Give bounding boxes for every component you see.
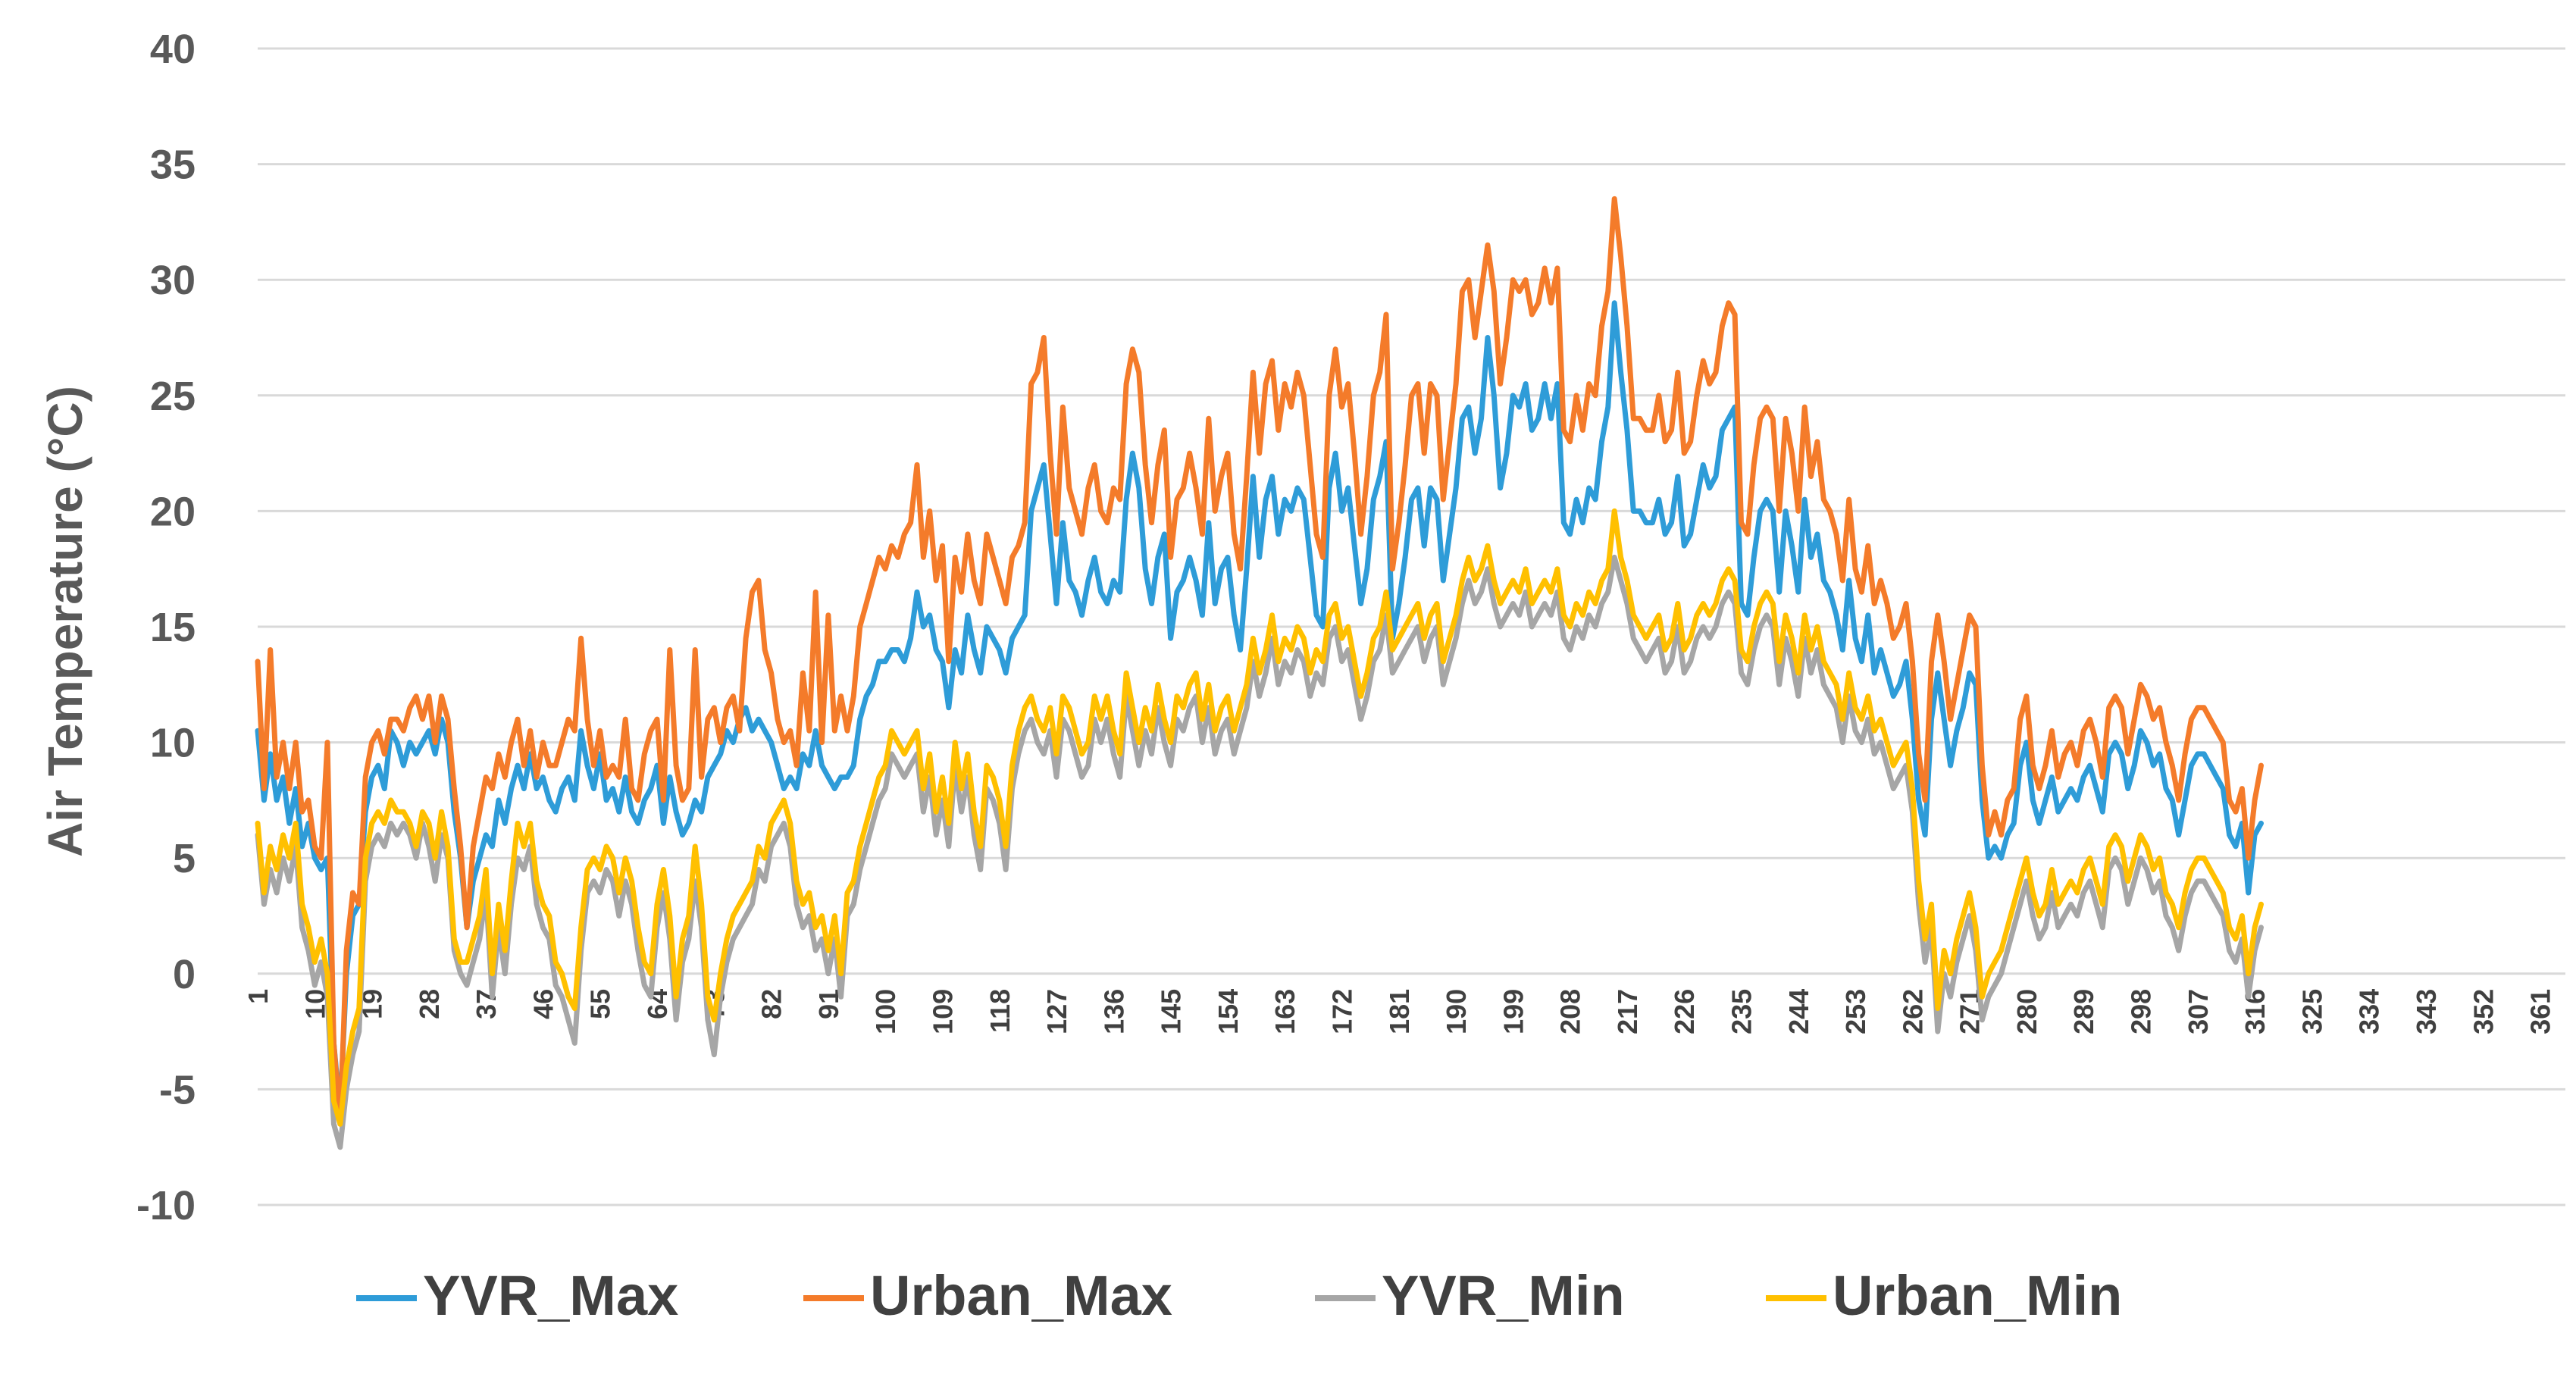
x-tick-label: 307 [2183, 989, 2214, 1034]
y-tick-label: 30 [150, 258, 196, 303]
legend-item-urban-max: Urban_Max [803, 1264, 1172, 1327]
x-tick-label: 334 [2354, 989, 2385, 1034]
legend-item-yvr-max: YVR_Max [356, 1264, 678, 1327]
y-axis-label: Air Temperature (°C) [38, 386, 92, 857]
y-tick-label: 15 [150, 605, 196, 650]
x-tick-label: 262 [1897, 989, 1928, 1034]
x-tick-label: 280 [2011, 989, 2042, 1034]
legend-label: YVR_Min [1382, 1264, 1625, 1327]
legend-label: YVR_Max [423, 1264, 678, 1327]
x-tick-label: 289 [2068, 989, 2099, 1034]
y-tick-label: 35 [150, 142, 196, 188]
y-tick-label: 5 [173, 836, 196, 881]
legend-label: Urban_Min [1833, 1264, 2122, 1327]
x-tick-label: 127 [1041, 989, 1072, 1034]
x-tick-label: 343 [2411, 989, 2442, 1034]
x-tick-label: 181 [1384, 989, 1415, 1034]
y-axis-ticks: -10 -5 0 5 10 15 20 25 30 35 40 [136, 27, 196, 1228]
series-line-urban-min [255, 508, 2264, 1127]
x-tick-label: 361 [2525, 989, 2556, 1034]
y-tick-label: -5 [159, 1067, 196, 1113]
y-tick-label: 20 [150, 489, 196, 534]
y-tick-label: -10 [136, 1183, 196, 1228]
x-tick-label: 172 [1326, 989, 1357, 1034]
x-tick-label: 82 [756, 989, 787, 1019]
x-tick-label: 199 [1498, 989, 1529, 1034]
x-tick-label: 136 [1098, 989, 1129, 1034]
x-tick-label: 244 [1783, 989, 1814, 1034]
x-tick-label: 235 [1726, 989, 1758, 1034]
legend-label: Urban_Max [870, 1264, 1172, 1327]
legend-item-urban-min: Urban_Min [1766, 1264, 2122, 1327]
x-tick-label: 46 [527, 989, 559, 1019]
legend: YVR_Max Urban_Max YVR_Min Urban_Min [356, 1264, 2122, 1327]
x-tick-label: 325 [2296, 989, 2327, 1034]
x-tick-label: 298 [2126, 989, 2157, 1034]
x-tick-label: 109 [927, 989, 958, 1034]
x-tick-label: 316 [2240, 989, 2271, 1034]
x-tick-label: 145 [1156, 989, 1187, 1034]
x-tick-label: 190 [1441, 989, 1472, 1034]
x-tick-label: 37 [471, 989, 502, 1019]
x-tick-label: 253 [1840, 989, 1871, 1034]
x-tick-label: 100 [870, 989, 901, 1034]
x-tick-label: 1 [243, 989, 274, 1004]
x-tick-label: 28 [414, 989, 445, 1019]
x-axis-ticks: 1 10 19 28 37 46 55 64 73 82 91 100 109 118 127 136 145 1… [243, 989, 2556, 1034]
y-tick-label: 10 [150, 721, 196, 766]
x-tick-label: 226 [1669, 989, 1700, 1034]
x-tick-label: 163 [1269, 989, 1301, 1034]
x-tick-label: 55 [585, 989, 616, 1019]
series-lines [255, 196, 2264, 1150]
y-tick-label: 0 [173, 952, 196, 997]
x-tick-label: 217 [1612, 989, 1643, 1034]
y-tick-label: 40 [150, 27, 196, 72]
x-tick-label: 154 [1213, 989, 1244, 1034]
legend-item-yvr-min: YVR_Min [1315, 1264, 1625, 1327]
series-line-urban-max [255, 196, 2264, 1127]
x-tick-label: 352 [2468, 989, 2499, 1034]
x-tick-label: 208 [1555, 989, 1586, 1034]
series-line-yvr-min [255, 554, 2264, 1150]
x-tick-label: 118 [984, 989, 1016, 1033]
y-tick-label: 25 [150, 374, 196, 419]
